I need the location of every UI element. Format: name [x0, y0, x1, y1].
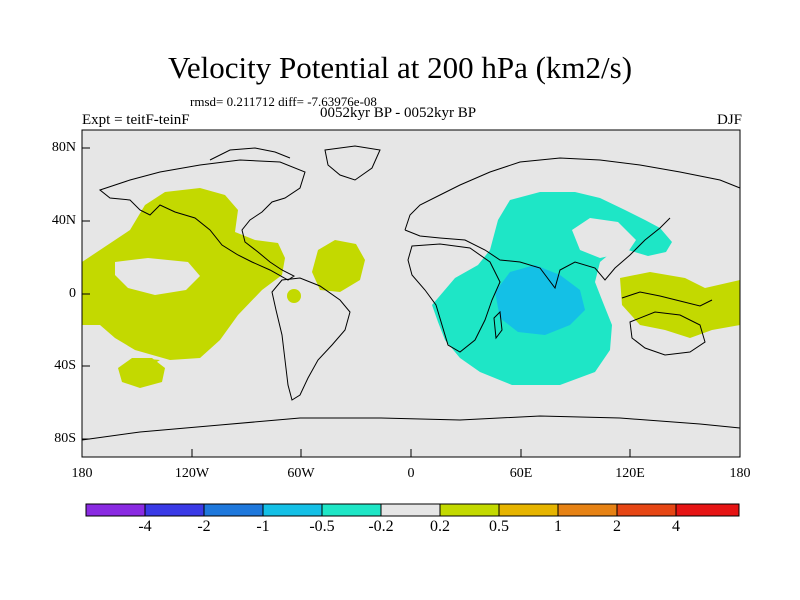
- strong-negative-core: [495, 265, 585, 335]
- north-america-outline: [98, 159, 306, 281]
- colorbar-box: [380, 503, 441, 517]
- lat-label: 80S: [54, 431, 76, 446]
- lon-label: 120E: [615, 466, 645, 481]
- australia-outline: [629, 311, 706, 356]
- greenland-outline: [324, 145, 381, 181]
- colorbar: [85, 503, 740, 517]
- pacific-hole: [115, 258, 200, 295]
- lon-label: 180: [729, 466, 751, 481]
- lat-label: 40S: [54, 358, 76, 373]
- colorbar-label: 2: [613, 518, 621, 535]
- eurasia-south-outline: [404, 217, 671, 290]
- colorbar-box: [498, 503, 559, 517]
- colorbar-box: [262, 503, 323, 517]
- lat-label: 0: [69, 286, 76, 301]
- colorbar-label: -4: [138, 518, 152, 535]
- south-pacific-connector: [140, 358, 160, 366]
- colorbar-box: [144, 503, 205, 517]
- antarctica-outline: [81, 415, 741, 441]
- madagascar-outline: [493, 310, 503, 340]
- indonesia-outline: [621, 291, 713, 307]
- colorbar-label: -2: [197, 518, 211, 535]
- period-label: 0052kyr BP - 0052kyr BP: [320, 105, 477, 121]
- plot-title: Velocity Potential at 200 hPa (km2/s): [167, 50, 633, 85]
- lon-label: 0: [407, 466, 415, 481]
- colorbar-label: -0.2: [368, 518, 394, 535]
- lon-label: 120W: [174, 466, 210, 481]
- south-pacific-positive-blob: [118, 358, 165, 388]
- small-positive-blob: [287, 289, 301, 303]
- africa-outline: [407, 243, 501, 353]
- latitude-ticks: [82, 147, 90, 440]
- colorbar-box: [85, 503, 146, 517]
- canadian-arctic-outline: [209, 147, 291, 161]
- colorbar-box: [616, 503, 677, 517]
- lon-label: 60E: [509, 466, 533, 481]
- colorbar-label: 0.2: [430, 518, 450, 535]
- negative-anomaly-fields: [432, 192, 672, 385]
- lon-label: 60W: [287, 466, 315, 481]
- south-america-outline: [271, 277, 351, 401]
- coastlines: [81, 145, 741, 441]
- colorbar-label: -0.5: [309, 518, 335, 535]
- season-label: DJF: [716, 112, 742, 128]
- colorbar-box: [675, 503, 740, 517]
- eurasia-north-outline: [404, 157, 741, 231]
- stats-label: rmsd= 0.211712 diff= -7.63976e-08: [190, 94, 377, 109]
- colorbar-box: [439, 503, 500, 517]
- lat-label: 40N: [51, 213, 76, 228]
- lat-label: 80N: [51, 140, 76, 155]
- colorbar-label: 4: [672, 518, 680, 535]
- maritime-continent-positive-region: [620, 272, 740, 338]
- atlantic-positive-blob: [312, 240, 365, 292]
- experiment-label: Expt = teitF-teinF: [82, 112, 190, 128]
- lon-label: 180: [71, 466, 93, 481]
- positive-anomaly-fields: [82, 188, 740, 388]
- longitude-ticks: [81, 449, 741, 457]
- colorbar-label: -1: [256, 518, 270, 535]
- colorbar-box: [203, 503, 264, 517]
- colorbar-box: [321, 503, 382, 517]
- colorbar-label: 1: [554, 518, 562, 535]
- asia-hole: [572, 218, 636, 258]
- colorbar-box: [557, 503, 618, 517]
- colorbar-label: 0.5: [489, 518, 509, 535]
